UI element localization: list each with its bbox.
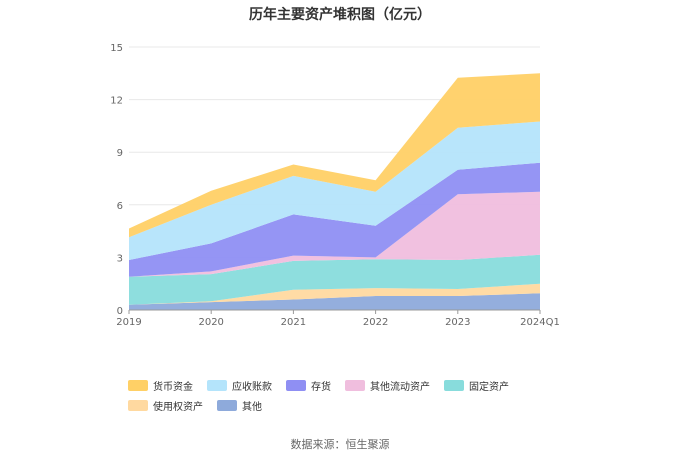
- source-text: 数据来源：恒生聚源: [290, 438, 390, 451]
- legend-swatch: [207, 379, 227, 391]
- legend-item[interactable]: 固定资产: [444, 379, 509, 393]
- legend-swatch: [128, 399, 148, 411]
- legend-item[interactable]: 应收账款: [207, 379, 272, 393]
- x-tick-label: 2019: [116, 317, 141, 328]
- legend-item[interactable]: 货币资金: [128, 379, 193, 393]
- y-tick-label: 0: [117, 306, 123, 317]
- legend-swatch: [217, 399, 237, 411]
- legend-label: 使用权资产: [153, 401, 203, 413]
- y-tick-label: 12: [110, 96, 123, 107]
- legend-label: 存货: [311, 381, 331, 393]
- legend-label: 固定资产: [469, 381, 509, 393]
- area-货币资金: [129, 73, 540, 238]
- legend-swatch: [128, 379, 148, 391]
- legend-label: 其他流动资产: [370, 381, 430, 393]
- area-使用权资产: [129, 283, 540, 305]
- area-其他: [129, 293, 540, 310]
- legend-item[interactable]: 其他: [217, 399, 262, 413]
- legend-swatch: [444, 379, 464, 391]
- area-固定资产: [129, 254, 540, 305]
- y-tick-label: 6: [117, 201, 123, 212]
- y-tick-label: 9: [117, 148, 123, 159]
- legend-label: 货币资金: [153, 381, 193, 393]
- y-tick-label: 3: [117, 253, 123, 264]
- legend-swatch: [286, 379, 306, 391]
- area-应收账款: [129, 121, 540, 260]
- legend-label: 应收账款: [232, 381, 272, 393]
- legend-item[interactable]: 存货: [286, 379, 331, 393]
- chart-plot: 0 3 6 9 12 15 2019 2020 2021 2022 2023 2024Q1: [110, 43, 560, 328]
- legend-item[interactable]: 其他流动资产: [345, 379, 430, 393]
- x-tick-label: 2023: [445, 317, 470, 328]
- area-其他流动资产: [129, 191, 540, 277]
- y-tick-label: 15: [110, 43, 123, 54]
- x-tick-label: 2020: [198, 317, 223, 328]
- chart-legend: 货币资金 应收账款 存货 其他流动资产 固定资产使用权资产 其他: [128, 379, 598, 419]
- x-tick-label: 2024Q1: [520, 317, 560, 328]
- legend-label: 其他: [242, 401, 262, 413]
- x-tick-label: 2022: [363, 317, 388, 328]
- legend-item[interactable]: 使用权资产: [128, 399, 203, 413]
- area-存货: [129, 162, 540, 277]
- legend-swatch: [345, 379, 365, 391]
- x-tick-label: 2021: [281, 317, 306, 328]
- chart-title: 历年主要资产堆积图（亿元）: [249, 7, 431, 23]
